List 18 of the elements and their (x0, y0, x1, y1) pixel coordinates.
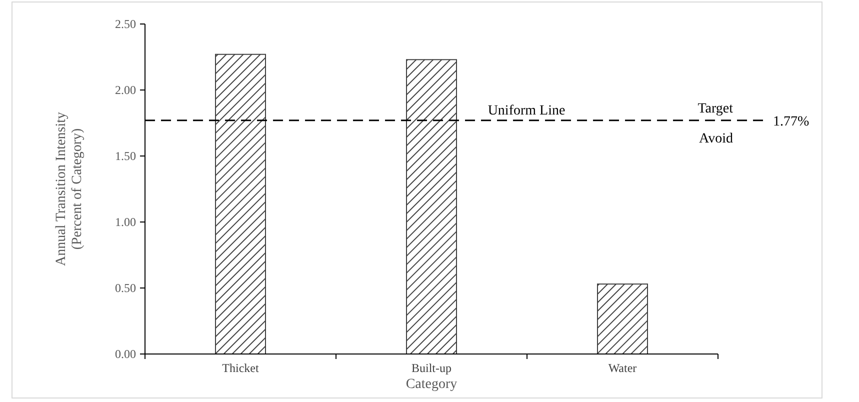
x-tick-label: Built-up (411, 361, 452, 375)
annotation: Target (698, 101, 734, 116)
bar (215, 54, 266, 354)
x-tick-label: Thicket (222, 361, 260, 375)
y-axis-title: Annual Transition Intensity (Percent of Category) (54, 112, 85, 266)
y-tick-label: 0.50 (115, 281, 136, 296)
ref-line-label: Uniform Line (488, 103, 566, 118)
text: 1.77% (773, 114, 810, 130)
y-tick-label: 1.00 (115, 215, 136, 230)
x-axis-title: Category (406, 377, 458, 392)
y-tick-label: 0.00 (115, 347, 136, 362)
annotation: Avoid (699, 131, 733, 146)
x-tick-label: Water (608, 361, 637, 375)
y-tick-label: 2.50 (115, 17, 136, 32)
bar (597, 284, 648, 354)
bar (406, 59, 457, 354)
y-tick-label: 1.50 (115, 149, 136, 164)
y-tick-label: 2.00 (115, 83, 136, 98)
